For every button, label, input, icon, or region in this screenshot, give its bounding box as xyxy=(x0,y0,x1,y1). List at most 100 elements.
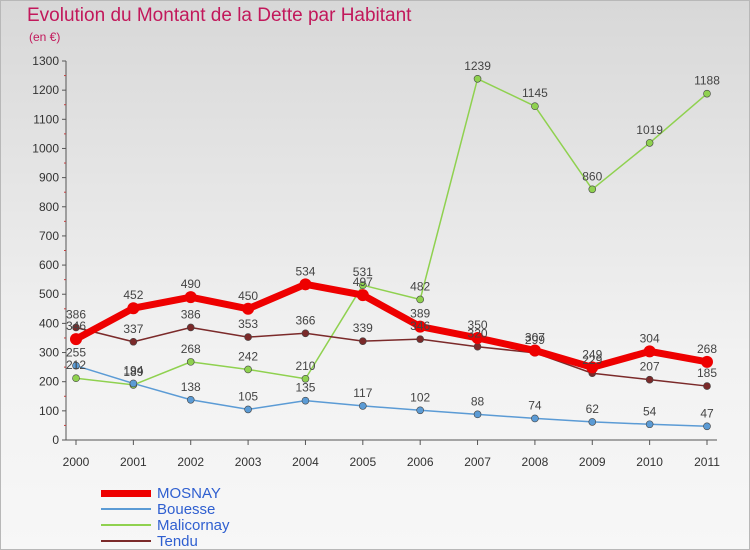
x-tick-label: 2005 xyxy=(349,455,376,469)
legend-label: MOSNAY xyxy=(157,484,221,502)
data-point xyxy=(471,331,484,344)
y-tick-label: 700 xyxy=(39,229,59,243)
legend-item: Bouesse xyxy=(101,501,230,518)
data-label: 452 xyxy=(123,288,143,302)
y-tick-label: 100 xyxy=(39,404,59,418)
series-mosnay xyxy=(70,278,713,374)
y-tick-label: 600 xyxy=(39,258,59,272)
x-tick-label: 2007 xyxy=(464,455,491,469)
series-line xyxy=(75,78,708,386)
series-line xyxy=(75,364,708,428)
data-label: 534 xyxy=(295,264,315,278)
x-tick-label: 2002 xyxy=(177,455,204,469)
data-label: 74 xyxy=(528,398,542,412)
data-point xyxy=(242,302,255,315)
data-label: 482 xyxy=(410,279,430,293)
data-label: 346 xyxy=(410,319,430,333)
data-point xyxy=(184,291,197,304)
data-point xyxy=(129,379,138,388)
x-tick-label: 2004 xyxy=(292,455,319,469)
x-tick-label: 2009 xyxy=(579,455,606,469)
data-point xyxy=(531,102,539,110)
data-label: 62 xyxy=(586,402,600,416)
x-tick-label: 2010 xyxy=(636,455,663,469)
data-label: 353 xyxy=(238,317,258,331)
data-label: 117 xyxy=(353,386,372,400)
legend-swatch xyxy=(101,524,151,526)
x-tick-label: 2008 xyxy=(522,455,549,469)
data-label: 207 xyxy=(640,360,660,374)
x-tick-label: 2003 xyxy=(235,455,262,469)
data-label: 386 xyxy=(66,307,86,321)
legend-swatch xyxy=(101,489,151,497)
x-tick-label: 2000 xyxy=(63,455,90,469)
y-tick-label: 1100 xyxy=(33,112,59,126)
y-tick-label: 800 xyxy=(39,200,59,214)
x-tick-label: 2001 xyxy=(120,455,147,469)
data-point xyxy=(359,402,367,410)
data-point xyxy=(586,361,599,374)
data-label: 860 xyxy=(582,169,602,183)
data-label: 249 xyxy=(582,347,602,361)
data-label: 320 xyxy=(468,327,488,341)
data-point xyxy=(127,302,140,315)
data-point xyxy=(72,323,80,332)
data-label: 268 xyxy=(697,342,717,356)
data-point xyxy=(645,375,654,384)
data-point xyxy=(244,333,252,341)
data-point xyxy=(703,382,711,390)
data-point xyxy=(645,420,654,429)
data-point xyxy=(473,74,482,83)
data-label: 47 xyxy=(700,406,714,420)
data-label: 185 xyxy=(697,366,717,380)
data-point xyxy=(703,89,711,98)
series-line xyxy=(75,326,708,387)
chart-title: Evolution du Montant de la Dette par Hab… xyxy=(27,5,412,26)
data-label: 1188 xyxy=(694,74,720,88)
data-label: 299 xyxy=(525,333,545,347)
data-point xyxy=(356,289,369,302)
data-label: 189 xyxy=(123,365,143,379)
legend-item: Malicornay xyxy=(101,517,230,534)
data-point xyxy=(70,333,82,346)
y-tick-label: 500 xyxy=(39,287,59,301)
data-label: 210 xyxy=(295,359,315,373)
data-point xyxy=(244,405,252,414)
y-tick-label: 1200 xyxy=(32,83,59,97)
legend-swatch xyxy=(101,540,151,542)
data-label: 366 xyxy=(295,313,315,327)
y-tick-label: 200 xyxy=(39,375,59,389)
data-point xyxy=(359,337,367,345)
data-point xyxy=(473,410,482,419)
series-line xyxy=(72,280,711,371)
data-label: 255 xyxy=(66,346,86,360)
data-point xyxy=(588,185,597,194)
data-label: 304 xyxy=(640,331,660,345)
data-label: 1019 xyxy=(636,123,663,137)
y-tick-label: 400 xyxy=(39,316,59,330)
chart-subtitle: (en €) xyxy=(29,30,61,44)
data-label: 135 xyxy=(295,381,315,395)
y-tick-label: 900 xyxy=(39,171,59,185)
y-tick-label: 1300 xyxy=(32,54,59,68)
data-label: 307 xyxy=(525,330,545,344)
legend-item: Tendu xyxy=(101,532,230,550)
data-point xyxy=(473,342,482,351)
data-label: 346 xyxy=(66,319,86,333)
data-label: 268 xyxy=(181,342,201,356)
chart-legend: MOSNAY Bouesse Malicornay Tendu xyxy=(101,484,230,550)
data-label: 350 xyxy=(468,318,488,332)
data-label: 229 xyxy=(582,353,602,367)
data-label: 386 xyxy=(181,307,201,321)
data-point xyxy=(414,320,427,333)
data-point xyxy=(186,358,195,366)
x-tick-label: 2011 xyxy=(694,455,720,469)
data-label: 490 xyxy=(181,277,201,291)
data-point xyxy=(72,361,80,370)
data-point xyxy=(244,365,252,374)
data-point xyxy=(301,396,310,405)
legend-label: Tendu xyxy=(157,532,198,550)
data-label: 389 xyxy=(410,307,430,321)
